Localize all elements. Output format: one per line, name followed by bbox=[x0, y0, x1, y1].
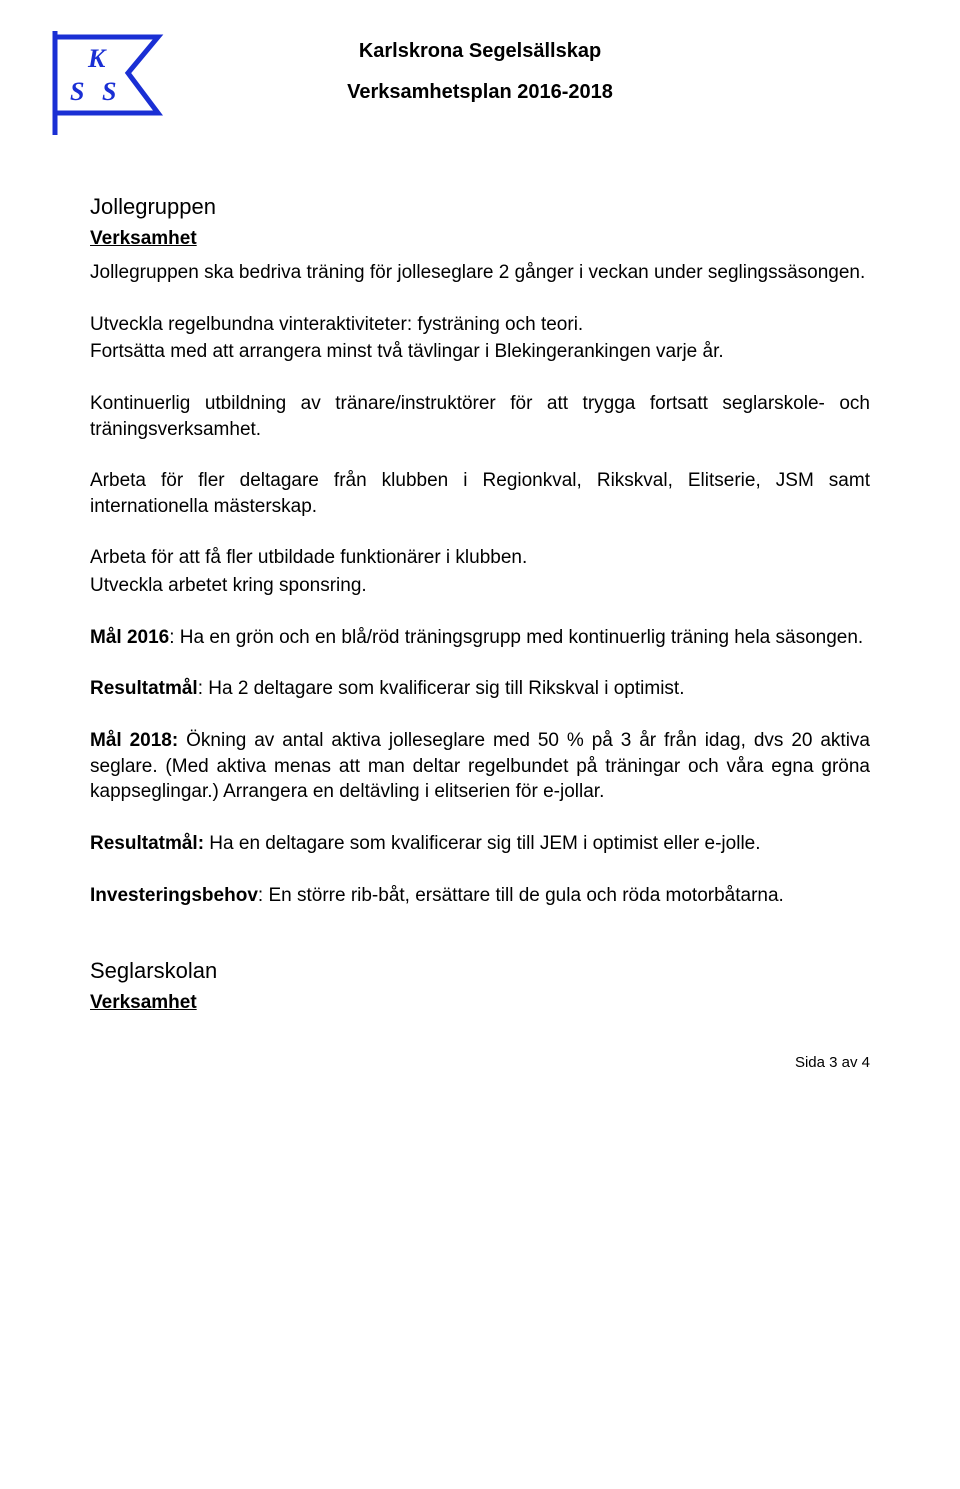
invest-text: : En större rib-båt, ersättare till de g… bbox=[258, 885, 784, 906]
verksamhet-heading: Verksamhet bbox=[90, 992, 870, 1014]
svg-text:S: S bbox=[70, 77, 84, 106]
mal-label: Mål 2018: bbox=[90, 730, 178, 751]
org-name: Karlskrona Segelsällskap bbox=[90, 40, 870, 63]
paragraph-resultatmal: Resultatmål: Ha 2 deltagare som kvalific… bbox=[90, 676, 870, 702]
page-number: Sida 3 av 4 bbox=[795, 1054, 870, 1071]
paragraph: Utveckla regelbundna vinteraktiviteter: … bbox=[90, 312, 870, 338]
resultatmal-text: : Ha 2 deltagare som kvalificerar sig ti… bbox=[198, 678, 685, 699]
mal-label: Mål 2016 bbox=[90, 627, 169, 648]
mal-text: Ökning av antal aktiva jolleseglare med … bbox=[90, 730, 870, 802]
paragraph-resultatmal: Resultatmål: Ha en deltagare som kvalifi… bbox=[90, 831, 870, 857]
mal-text: : Ha en grön och en blå/röd träningsgrup… bbox=[169, 627, 863, 648]
svg-text:K: K bbox=[87, 44, 107, 73]
paragraph: Jollegruppen ska bedriva träning för jol… bbox=[90, 260, 870, 286]
paragraph: Kontinuerlig utbildning av tränare/instr… bbox=[90, 391, 870, 442]
document-header: K S S Karlskrona Segelsällskap Verksamhe… bbox=[90, 40, 870, 104]
paragraph-mal2016: Mål 2016: Ha en grön och en blå/röd trän… bbox=[90, 625, 870, 651]
invest-label: Investeringsbehov bbox=[90, 885, 258, 906]
verksamhet-heading: Verksamhet bbox=[90, 228, 870, 250]
header-titles: Karlskrona Segelsällskap Verksamhetsplan… bbox=[90, 40, 870, 104]
resultatmal-label: Resultatmål: bbox=[90, 833, 204, 854]
section-title-jollegruppen: Jollegruppen bbox=[90, 194, 870, 220]
resultatmal-text: Ha en deltagare som kvalificerar sig til… bbox=[204, 833, 760, 854]
kss-logo: K S S bbox=[30, 25, 180, 140]
paragraph-mal2018: Mål 2018: Ökning av antal aktiva jollese… bbox=[90, 728, 870, 805]
paragraph: Utveckla arbetet kring sponsring. bbox=[90, 573, 870, 599]
paragraph: Fortsätta med att arrangera minst två tä… bbox=[90, 339, 870, 365]
paragraph: Arbeta för fler deltagare från klubben i… bbox=[90, 468, 870, 519]
page-footer: Sida 3 av 4 bbox=[90, 1054, 870, 1071]
doc-title: Verksamhetsplan 2016-2018 bbox=[90, 81, 870, 104]
section-title-seglarskolan: Seglarskolan bbox=[90, 958, 870, 984]
paragraph: Arbeta för att få fler utbildade funktio… bbox=[90, 545, 870, 571]
document-page: K S S Karlskrona Segelsällskap Verksamhe… bbox=[0, 0, 960, 1101]
resultatmal-label: Resultatmål bbox=[90, 678, 198, 699]
svg-text:S: S bbox=[102, 77, 116, 106]
paragraph-invest: Investeringsbehov: En större rib-båt, er… bbox=[90, 883, 870, 909]
